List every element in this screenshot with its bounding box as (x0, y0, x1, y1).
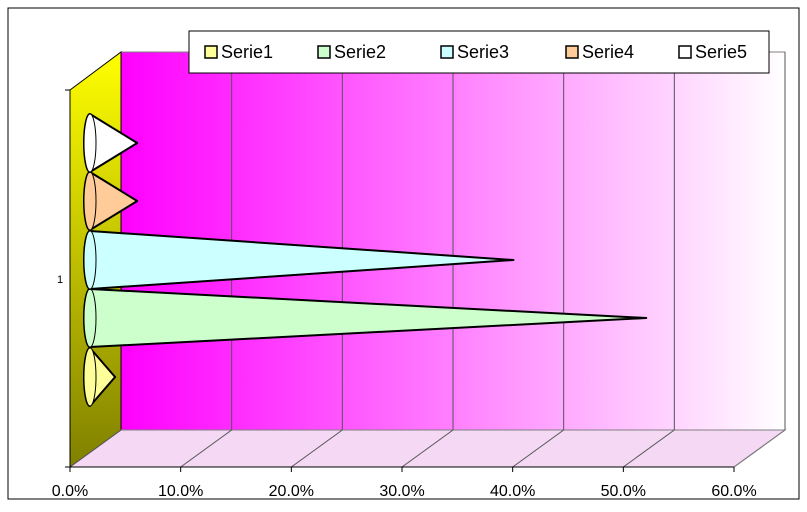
x-axis-ticks: 0.0% 10.0% 20.0% 30.0% 40.0% 50.0% 60.0% (52, 467, 757, 500)
legend-label: Serie1 (221, 42, 273, 62)
legend-label: Serie4 (582, 42, 634, 62)
cone-base (83, 230, 97, 290)
gridline-floor (291, 429, 343, 468)
y-axis-ticks: 1 (57, 89, 70, 468)
gridline-floor (69, 429, 122, 468)
legend-box (188, 30, 770, 74)
x-tick-label: 0.0% (52, 483, 88, 500)
series-cones (83, 113, 648, 407)
y-tick-label: 1 (57, 274, 63, 286)
x-tick-label: 60.0% (711, 483, 756, 500)
legend-swatch (678, 45, 692, 59)
legend-label: Serie3 (457, 42, 509, 62)
cone-base (83, 347, 97, 407)
x-tick-label: 10.0% (158, 483, 203, 500)
gridline-floor (401, 429, 454, 468)
cone-base (83, 113, 97, 173)
legend-swatch (204, 45, 218, 59)
floor-edge (733, 429, 786, 468)
x-tick-label: 20.0% (269, 483, 314, 500)
x-tick-label: 40.0% (490, 483, 535, 500)
gridline-floor (512, 429, 564, 468)
x-tick-label: 50.0% (601, 483, 646, 500)
legend[interactable]: Serie1 Serie2 Serie3 Serie4 Serie5 (188, 30, 770, 74)
gridline-floor (623, 429, 675, 468)
cone-base (83, 171, 97, 231)
legend-swatch (317, 45, 331, 59)
legend-label: Serie2 (334, 42, 386, 62)
gridline-floor (180, 429, 232, 468)
x-tick-label: 30.0% (379, 483, 424, 500)
legend-label: Serie5 (695, 42, 747, 62)
legend-swatch (440, 45, 454, 59)
cone-base (83, 288, 97, 348)
legend-swatch (565, 45, 579, 59)
